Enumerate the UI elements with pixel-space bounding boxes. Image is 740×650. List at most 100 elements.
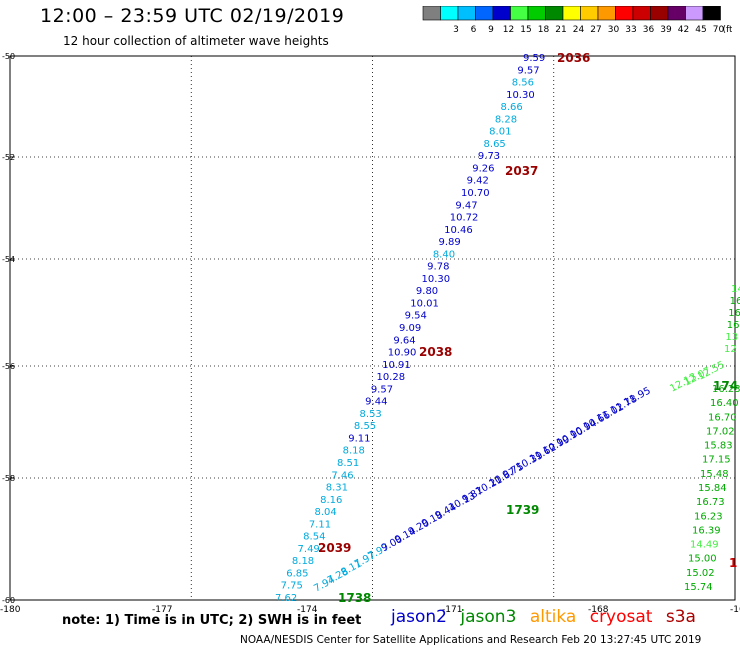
y-tick-label: -54 [2, 255, 15, 264]
wave-height-label-track-a: 8.18 [343, 446, 365, 457]
legend-cryosat: cryosat [589, 607, 653, 627]
wave-height-label-track-a: 9.44 [365, 397, 387, 408]
wave-height-label-track-a: 7.62 [275, 593, 297, 604]
colorbar-swatch [702, 6, 721, 21]
wave-height-label-track-b: 11.95 [622, 385, 652, 408]
wave-height-label-track-c-partial: 16 [727, 320, 740, 331]
pass-time-label: 174 [713, 379, 738, 393]
pass-time-label: 1 [729, 556, 737, 570]
x-tick-label: -180 [0, 605, 21, 615]
page-title: 12:00 – 23:59 UTC 02/19/2019 [40, 5, 345, 27]
wave-height-label-track-a: 8.55 [354, 421, 376, 432]
wave-height-label-track-c: 15.83 [704, 441, 733, 452]
colorbar-label: 12 [503, 25, 514, 34]
wave-height-label-track-c: 15.00 [688, 554, 717, 565]
colorbar-unit: (ft) [723, 25, 733, 34]
x-tick-label: -16 [730, 605, 740, 615]
wave-height-label-track-a: 10.30 [422, 274, 451, 285]
wave-height-label-track-a: 7.46 [331, 470, 353, 481]
wave-height-label-track-a: 9.73 [478, 151, 500, 162]
wave-height-label-track-a: 8.56 [512, 78, 534, 89]
wave-height-label-track-a: 9.09 [399, 323, 421, 334]
colorbar-label: 36 [643, 25, 655, 34]
wave-height-label-track-a: 8.65 [484, 139, 506, 150]
wave-height-label-track-a: 9.64 [393, 335, 415, 346]
wave-height-label-track-a: 7.49 [298, 544, 320, 555]
wave-height-label-track-c: 16.39 [692, 525, 721, 536]
colorbar-label: 15 [520, 25, 531, 34]
wave-height-label-track-a: 9.57 [517, 65, 539, 76]
colorbar-label: 33 [625, 25, 636, 34]
wave-height-label-track-c: 16.70 [708, 412, 737, 423]
wave-height-label-track-a: 10.01 [410, 298, 439, 309]
wave-height-label-track-a: 10.28 [376, 372, 405, 383]
wave-height-label-track-c-partial: 14 [731, 284, 740, 295]
wave-height-label-track-a: 7.75 [281, 581, 303, 592]
wave-height-label-track-c: 15.02 [686, 568, 715, 579]
colorbar-label: 24 [573, 25, 585, 34]
colorbar-label: 3 [453, 25, 459, 34]
x-tick-label: -168 [588, 605, 609, 615]
wave-height-label-track-a: 9.54 [405, 311, 427, 322]
wave-height-label-track-a: 9.11 [348, 433, 370, 444]
wave-height-label-track-a: 10.90 [388, 348, 417, 359]
wave-height-label-track-a: 8.16 [320, 495, 342, 506]
colorbar-label: 30 [608, 25, 620, 34]
y-tick-label: -60 [2, 596, 15, 605]
wave-height-label-track-a: 9.42 [467, 176, 489, 187]
wave-height-label-track-c: 15.84 [698, 483, 727, 494]
legend-altika: altika [529, 607, 577, 627]
wave-height-label-track-a: 8.66 [500, 102, 522, 113]
wave-height-label-track-c: 16.73 [696, 497, 725, 508]
wave-height-label-track-c: 14.49 [690, 540, 719, 551]
wave-height-label-track-c-partial: 13 [725, 332, 738, 343]
y-tick-label: -50 [2, 52, 15, 61]
credit-line: NOAA/NESDIS Center for Satellite Applica… [240, 634, 702, 646]
wave-height-label-track-c-partial: 16 [728, 308, 740, 319]
wave-height-label-track-a: 8.31 [326, 483, 348, 494]
legend-s3a: s3a [665, 607, 696, 627]
wave-height-label-track-a: 8.18 [292, 556, 314, 567]
wave-height-label-track-a: 10.46 [444, 225, 473, 236]
wave-height-label-track-a: 8.04 [314, 507, 336, 518]
pass-time-label: 2038 [419, 345, 452, 359]
wave-height-label-track-a: 10.91 [382, 360, 411, 371]
wave-height-label-track-a: 9.80 [416, 286, 438, 297]
wave-height-label-track-a: 9.47 [455, 200, 477, 211]
wave-height-label-track-a: 8.01 [489, 127, 511, 138]
y-tick-label: -56 [2, 362, 15, 371]
wave-height-label-track-c-partial: 12 [724, 344, 737, 355]
wave-height-label-track-a: 9.89 [438, 237, 460, 248]
wave-height-label-track-a: 10.30 [506, 90, 535, 101]
wave-height-label-track-c: 17.02 [706, 426, 735, 437]
wave-height-label-track-a: 7.11 [309, 519, 331, 530]
colorbar-label: 70 [713, 25, 725, 34]
colorbar-label: 27 [590, 25, 601, 34]
wave-height-label-track-a: 6.85 [286, 568, 308, 579]
wave-height-label-track-c: 15.74 [684, 582, 713, 593]
colorbar-label: 39 [660, 25, 672, 34]
colorbar-label: 42 [678, 25, 689, 34]
wave-height-label-track-c: 16.40 [710, 398, 739, 409]
pass-time-label: 2036 [557, 51, 590, 65]
wave-height-label-track-a: 10.72 [450, 213, 479, 224]
footnote: note: 1) Time is in UTC; 2) SWH is in fe… [62, 613, 362, 628]
wave-height-label-track-a: 9.78 [427, 262, 449, 273]
wave-height-label-track-a: 8.28 [495, 114, 517, 125]
colorbar-label: 6 [471, 25, 477, 34]
x-tick-label: -177 [152, 605, 172, 615]
colorbar-label: 9 [488, 25, 494, 34]
wave-height-label-track-c: 16.23 [694, 511, 723, 522]
colorbar-label: 18 [538, 25, 550, 34]
wave-height-label-track-a: 9.59 [523, 53, 545, 64]
satellite-legend: jason2 jason3 altika cryosat s3a [391, 607, 704, 627]
y-tick-label: -52 [2, 153, 15, 162]
pass-time-label: 2037 [505, 164, 538, 178]
wave-height-label-track-a: 10.70 [461, 188, 490, 199]
pass-time-label: 1738 [338, 591, 371, 605]
x-tick-label: -174 [297, 605, 318, 615]
wave-height-label-track-a: 8.54 [303, 532, 325, 543]
y-tick-label: -58 [2, 474, 15, 483]
